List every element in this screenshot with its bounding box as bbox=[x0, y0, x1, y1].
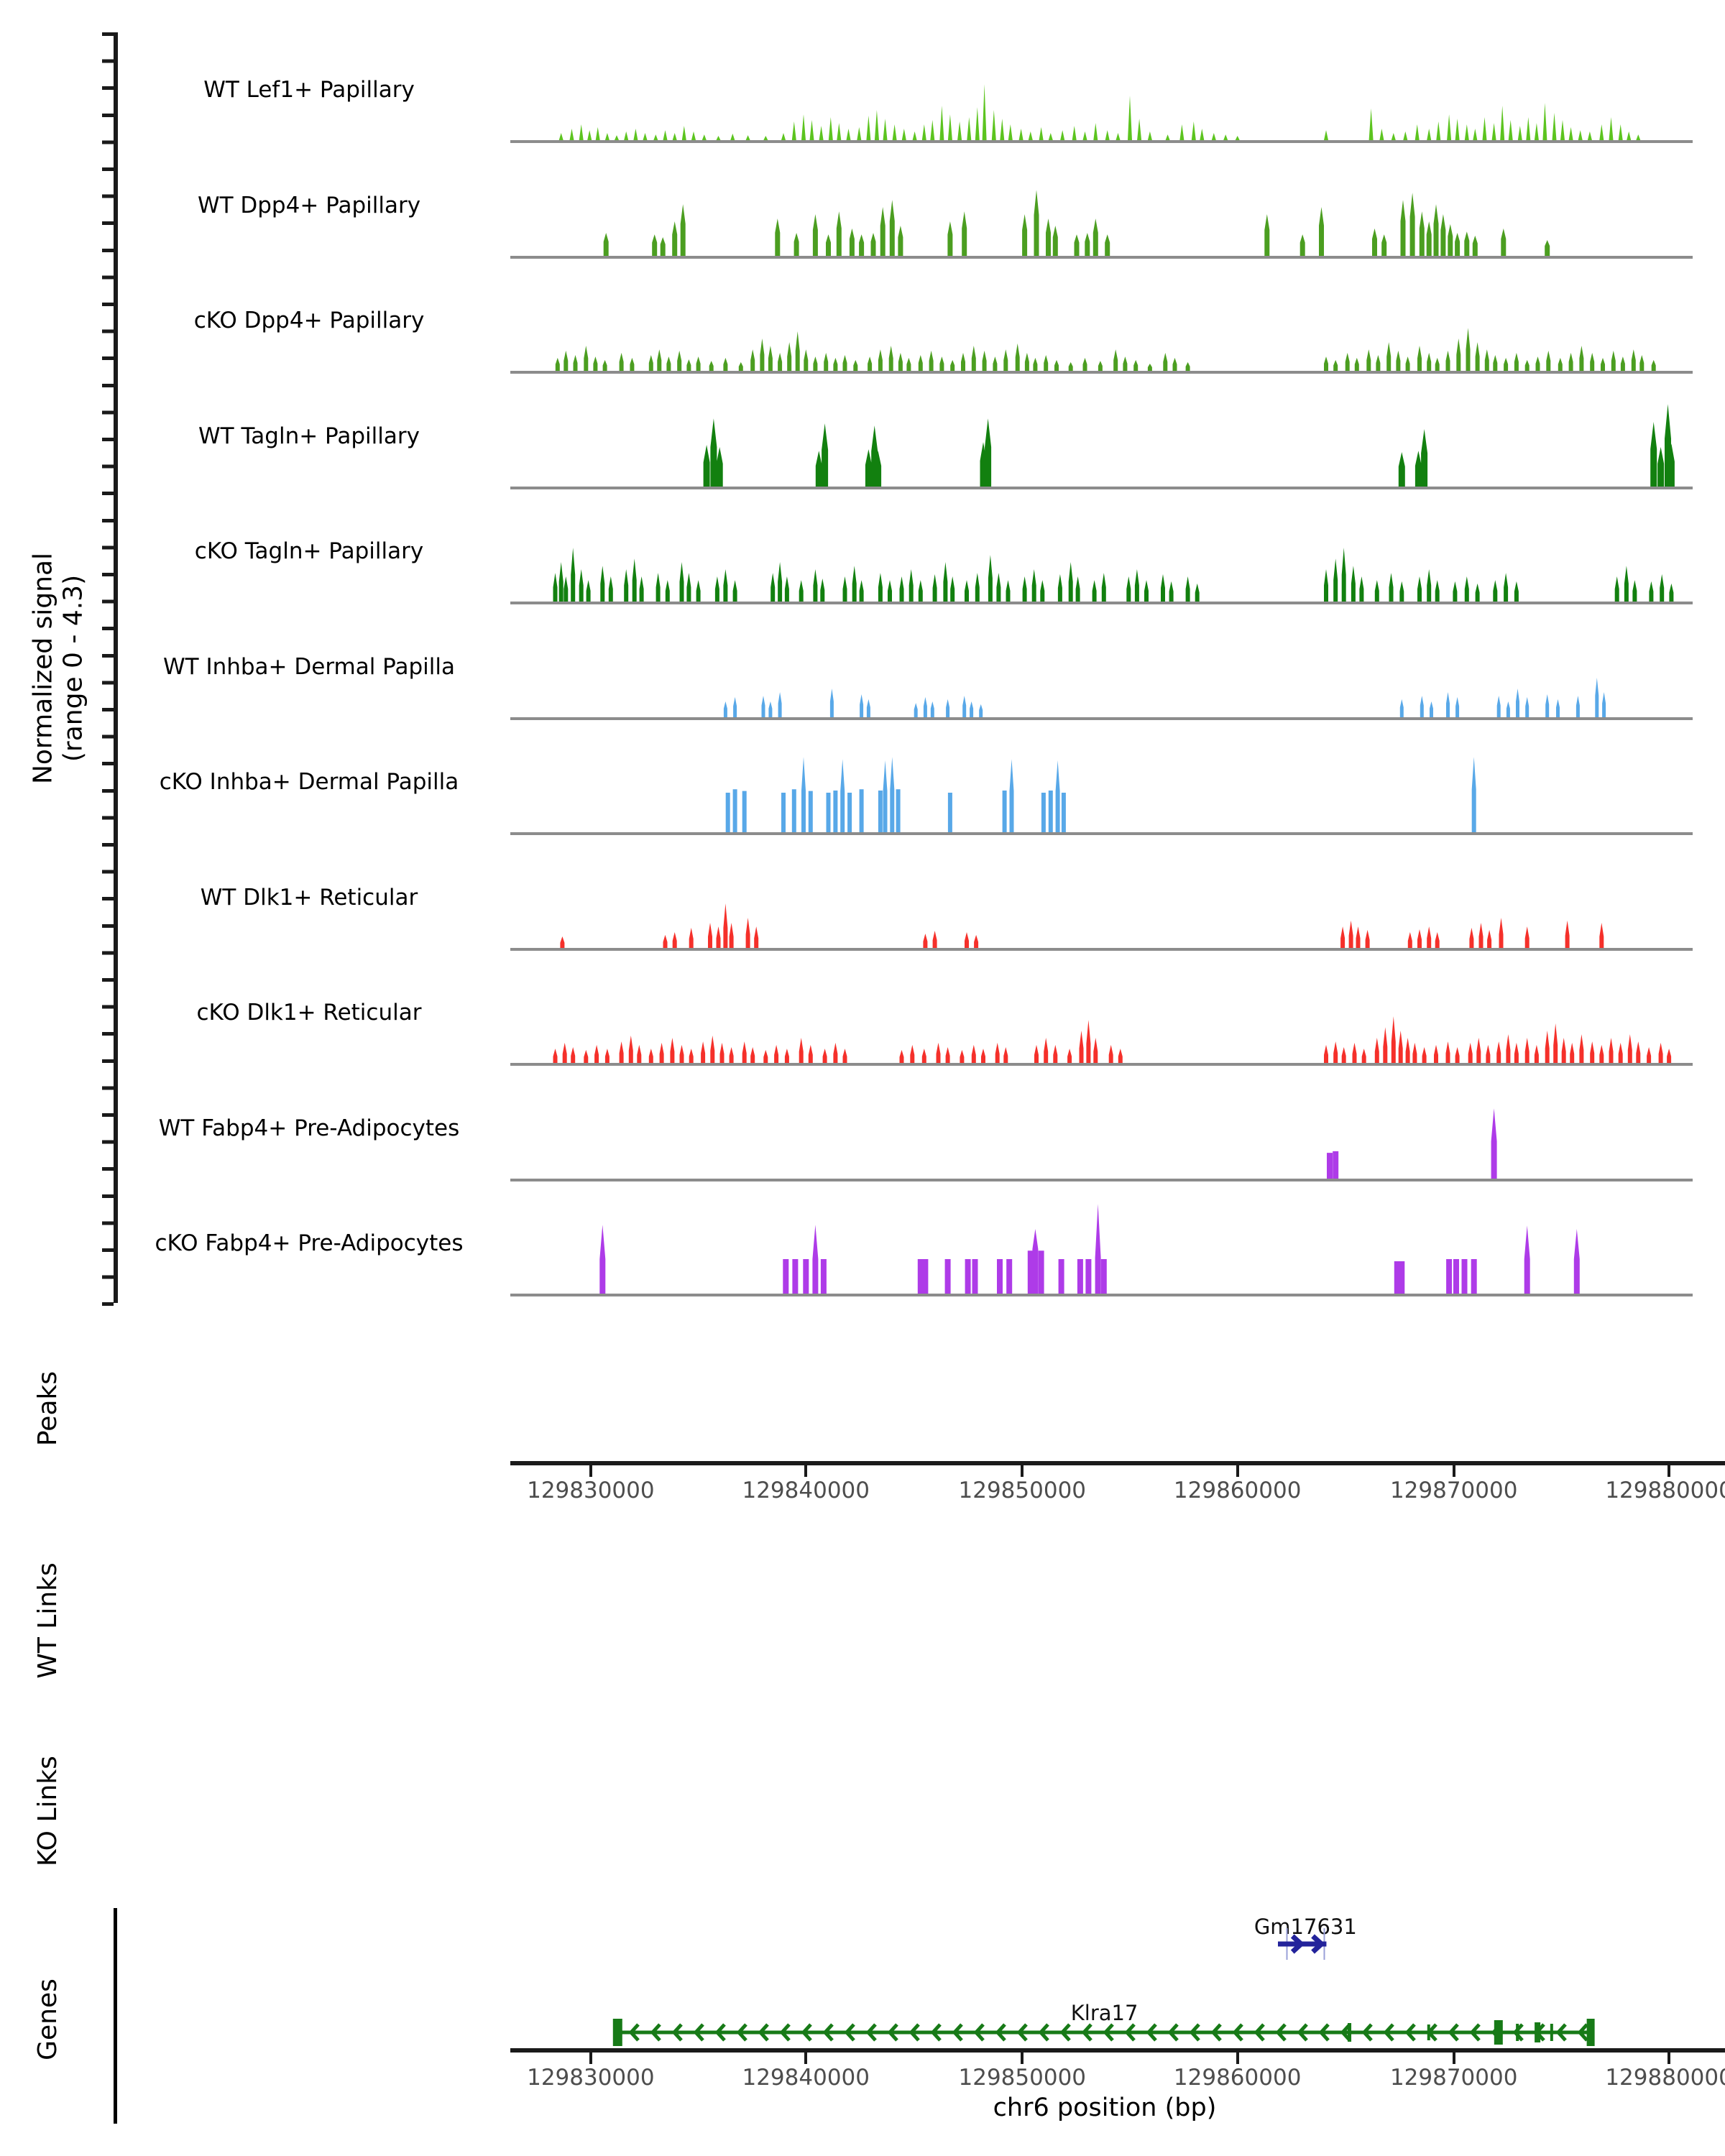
track-baseline bbox=[510, 255, 1693, 259]
track-baseline bbox=[510, 1063, 1693, 1066]
track-baseline bbox=[510, 832, 1693, 835]
signal-track bbox=[725, 757, 1476, 832]
track-label: cKO Fabp4+ Pre-Adipocytes bbox=[155, 1230, 464, 1256]
genes-section-bracket bbox=[114, 1908, 117, 2124]
gene-label-klra17: Klra17 bbox=[1070, 2001, 1138, 2025]
signal-track bbox=[558, 84, 1641, 140]
track-label: WT Tagln+ Papillary bbox=[198, 423, 420, 449]
gene-model-gm17631 bbox=[1277, 1928, 1327, 1960]
axis-tick-label: 129860000 bbox=[1173, 1478, 1302, 1503]
track-label: WT Dpp4+ Papillary bbox=[197, 192, 421, 218]
track-baseline bbox=[510, 1294, 1693, 1296]
track-baseline bbox=[510, 947, 1693, 951]
axis-tick bbox=[1452, 2053, 1455, 2064]
y-axis-line bbox=[114, 32, 118, 1303]
signal-track bbox=[703, 403, 1675, 487]
track-baseline bbox=[510, 486, 1693, 489]
track-label: WT Lef1+ Papillary bbox=[203, 77, 415, 103]
track-baseline bbox=[510, 140, 1693, 143]
axis-tick-label: 129840000 bbox=[742, 1478, 870, 1503]
axis-tick bbox=[1668, 1465, 1671, 1477]
axis-tick bbox=[589, 2053, 592, 2064]
axis-tick bbox=[804, 2053, 808, 2064]
axis-tick bbox=[1236, 2053, 1239, 2064]
axis-tick bbox=[1021, 2053, 1024, 2064]
axis-tick-label: 129840000 bbox=[742, 2065, 870, 2091]
gene-label-gm17631: Gm17631 bbox=[1254, 1915, 1357, 1939]
genomic-axis-line bbox=[510, 1461, 1725, 1465]
y-axis-label-line1: Normalized signal bbox=[28, 552, 58, 785]
gene-model-klra17 bbox=[613, 2019, 1596, 2046]
section-label-ko-links: KO Links bbox=[32, 1756, 63, 1866]
y-axis-label: Normalized signal (range 0 - 4.3) bbox=[29, 553, 90, 784]
x-axis-title: chr6 position (bp) bbox=[993, 2093, 1217, 2122]
axis-tick-label: 129860000 bbox=[1173, 2065, 1302, 2091]
axis-tick bbox=[804, 1465, 808, 1477]
signal-track bbox=[599, 1204, 1580, 1294]
genomic-axis-line bbox=[510, 2048, 1725, 2053]
axis-tick-label: 129870000 bbox=[1389, 1478, 1518, 1503]
track-baseline bbox=[510, 717, 1693, 720]
track-label: WT Inhba+ Dermal Papilla bbox=[163, 653, 455, 680]
section-label-peaks: Peaks bbox=[32, 1370, 63, 1447]
axis-tick-label: 129880000 bbox=[1605, 1478, 1725, 1503]
track-label: WT Fabp4+ Pre-Adipocytes bbox=[158, 1115, 460, 1141]
axis-tick bbox=[1236, 1465, 1239, 1477]
signal-track bbox=[553, 548, 1674, 602]
axis-tick-label: 129870000 bbox=[1389, 2065, 1518, 2091]
axis-tick-label: 129830000 bbox=[527, 2065, 655, 2091]
y-axis-ticks bbox=[102, 32, 114, 1307]
signal-track bbox=[555, 328, 1656, 371]
track-label: cKO Dlk1+ Reticular bbox=[196, 1000, 422, 1026]
axis-tick-label: 129830000 bbox=[527, 1478, 655, 1503]
track-baseline bbox=[510, 602, 1693, 604]
track-label: WT Dlk1+ Reticular bbox=[200, 884, 418, 911]
track-label: cKO Dpp4+ Papillary bbox=[193, 308, 425, 333]
axis-tick-label: 129850000 bbox=[958, 2065, 1087, 2091]
track-baseline bbox=[510, 1178, 1693, 1181]
signal-track bbox=[723, 677, 1606, 717]
section-label-genes: Genes bbox=[32, 1978, 63, 2060]
axis-tick bbox=[1668, 2053, 1671, 2064]
axis-tick bbox=[1452, 1465, 1455, 1477]
section-label-wt-links: WT Links bbox=[32, 1562, 63, 1679]
axis-tick bbox=[1021, 1465, 1024, 1477]
signal-track bbox=[553, 1016, 1672, 1063]
signal-track bbox=[603, 189, 1550, 256]
axis-tick bbox=[589, 1465, 592, 1477]
axis-tick-label: 129880000 bbox=[1605, 2065, 1725, 2091]
track-label: cKO Tagln+ Papillary bbox=[194, 538, 424, 564]
track-label: cKO Inhba+ Dermal Papilla bbox=[159, 769, 459, 795]
axis-tick-label: 129850000 bbox=[958, 1478, 1087, 1503]
signal-track bbox=[1327, 1107, 1497, 1179]
track-baseline bbox=[510, 371, 1693, 374]
signal-track bbox=[560, 903, 1604, 948]
y-axis-label-line2: (range 0 - 4.3) bbox=[59, 574, 88, 763]
